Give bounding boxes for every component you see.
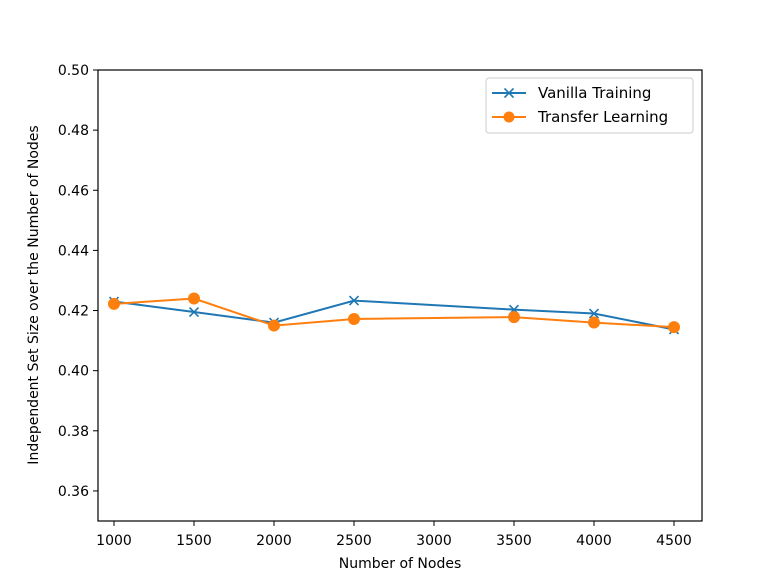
y-tick-label: 0.50 — [58, 63, 89, 79]
x-axis-ticks: 1000 1500 2000 2500 3000 3500 4000 4500 — [96, 521, 692, 549]
data-point — [668, 321, 680, 334]
data-point — [588, 308, 600, 319]
x-tick-label: 3500 — [496, 533, 532, 549]
y-tick-label: 0.40 — [58, 364, 89, 380]
x-axis-label: Number of Nodes — [339, 556, 461, 572]
y-tick-label: 0.36 — [58, 484, 89, 500]
x-tick-label: 2500 — [336, 533, 372, 549]
legend-marker — [503, 87, 515, 99]
data-point — [348, 295, 360, 306]
y-axis-ticks: 0.36 0.38 0.40 0.42 0.44 0.46 0.48 0.50 — [58, 63, 98, 500]
data-point — [188, 292, 200, 305]
legend-item: Vanilla Training — [492, 84, 651, 102]
series-transfer-learning — [108, 292, 680, 334]
legend: Vanilla Training Transfer Learning — [485, 77, 694, 134]
y-axis-label: Independent Set Size over the Number of … — [26, 125, 42, 464]
data-point — [588, 316, 600, 329]
x-tick-label: 4000 — [576, 533, 612, 549]
data-point — [188, 306, 200, 318]
y-tick-label: 0.46 — [58, 183, 89, 199]
legend-box — [485, 77, 694, 134]
y-tick-label: 0.42 — [58, 304, 89, 320]
legend-label: Transfer Learning — [537, 108, 668, 126]
y-tick-label: 0.38 — [58, 424, 89, 440]
x-tick-label: 3000 — [416, 533, 452, 549]
legend-item: Transfer Learning — [492, 108, 668, 126]
legend-marker — [503, 111, 515, 123]
legend-label: Vanilla Training — [538, 84, 651, 102]
x-tick-label: 4500 — [656, 533, 692, 549]
y-tick-label: 0.48 — [58, 123, 89, 139]
x-tick-label: 1000 — [96, 533, 132, 549]
data-point — [348, 312, 360, 325]
x-tick-label: 2000 — [256, 533, 292, 549]
x-tick-label: 1500 — [176, 533, 212, 549]
axes-frame — [97, 69, 703, 522]
data-point — [108, 297, 120, 310]
y-tick-label: 0.44 — [58, 243, 89, 259]
series-layer — [108, 292, 680, 335]
data-point — [508, 311, 520, 324]
data-point — [268, 319, 280, 332]
